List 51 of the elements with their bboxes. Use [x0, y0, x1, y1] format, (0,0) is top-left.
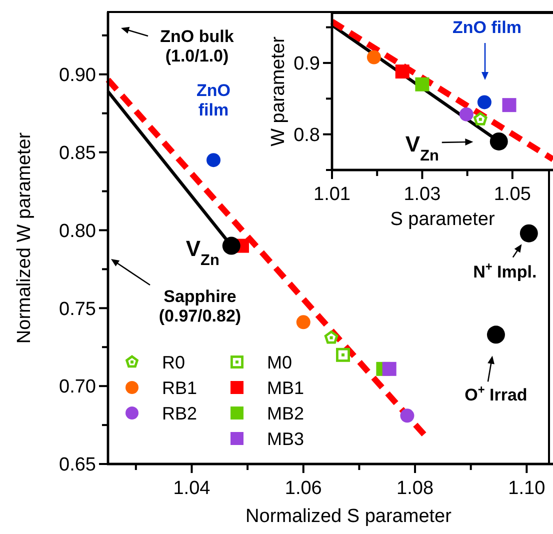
- y-axis-title: Normalized W parameter: [14, 132, 35, 344]
- annotation: O$^{+}$ Irrad: [464, 382, 528, 405]
- point: [382, 362, 396, 376]
- legend-label: RB1: [162, 378, 198, 398]
- x-axis-title: S parameter: [390, 209, 496, 230]
- point: [477, 95, 492, 110]
- annotation: ZnO bulk (1.0/1.0): [160, 27, 234, 66]
- annotation: V$_{Zn}$: [186, 236, 220, 268]
- x-tick-label: 1.05: [494, 184, 531, 205]
- point: [502, 98, 516, 112]
- legend-label: R0: [162, 352, 186, 372]
- point: [296, 315, 310, 330]
- legend-label: M0: [267, 352, 292, 372]
- point: [324, 330, 338, 344]
- y-tick-label: 0.9: [294, 54, 320, 75]
- y-tick-label: 0.65: [59, 454, 96, 476]
- annotation: Sapphire (0.97/0.82): [158, 287, 242, 326]
- y-tick-label: 0.90: [59, 64, 96, 86]
- y-tick-label: 0.8: [294, 124, 320, 146]
- point: [490, 132, 508, 150]
- legend-label: MB3: [267, 428, 304, 449]
- x-tick-label: 1.04: [173, 478, 211, 499]
- y-axis-title: W parameter: [268, 36, 289, 146]
- point: [400, 408, 414, 423]
- x-tick-label: 1.03: [404, 184, 441, 205]
- point: [486, 326, 505, 344]
- point: [520, 224, 538, 242]
- point: [395, 64, 410, 79]
- point: [459, 107, 474, 122]
- x-tick-label: 1.01: [314, 184, 350, 205]
- y-tick-label: 0.85: [59, 142, 96, 164]
- point: [415, 77, 430, 92]
- legend-label: RB2: [162, 403, 198, 424]
- annotation: ZnO film: [196, 81, 231, 120]
- point: [366, 50, 381, 64]
- y-tick-label: 0.70: [59, 376, 96, 398]
- point: [336, 348, 350, 362]
- y-tick-label: 0.80: [59, 220, 96, 242]
- annotation: ZnO film: [452, 18, 522, 37]
- y-tick-label: 0.75: [59, 298, 96, 320]
- x-tick-label: 1.08: [396, 478, 434, 499]
- x-tick-label: 1.06: [284, 478, 322, 499]
- point: [222, 236, 240, 255]
- legend-label: MB1: [267, 378, 304, 398]
- annotation: N$^{+}$ Impl.: [473, 259, 537, 282]
- x-axis-title: Normalized S parameter: [246, 506, 452, 527]
- annotation: V$_{Zn}$: [405, 131, 439, 164]
- legend-label: MB2: [267, 403, 304, 424]
- x-tick-label: 1.10: [508, 478, 546, 499]
- point: [473, 112, 488, 126]
- point: [206, 153, 221, 168]
